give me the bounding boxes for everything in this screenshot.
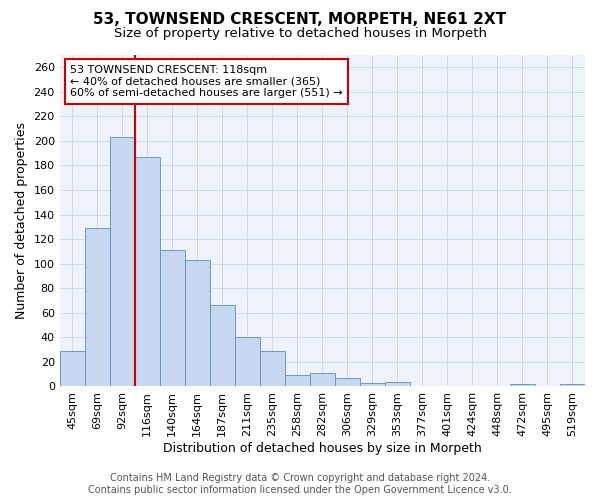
Bar — [510, 384, 535, 386]
Bar — [235, 338, 260, 386]
Bar — [160, 250, 185, 386]
Text: Size of property relative to detached houses in Morpeth: Size of property relative to detached ho… — [113, 28, 487, 40]
Bar — [59, 351, 85, 386]
Bar — [385, 382, 410, 386]
Bar — [310, 373, 335, 386]
Text: Contains HM Land Registry data © Crown copyright and database right 2024.
Contai: Contains HM Land Registry data © Crown c… — [88, 474, 512, 495]
Text: 53 TOWNSEND CRESCENT: 118sqm
← 40% of detached houses are smaller (365)
60% of s: 53 TOWNSEND CRESCENT: 118sqm ← 40% of de… — [70, 65, 343, 98]
Bar — [210, 306, 235, 386]
Bar — [285, 376, 310, 386]
Bar — [360, 383, 385, 386]
Y-axis label: Number of detached properties: Number of detached properties — [15, 122, 28, 319]
Text: 53, TOWNSEND CRESCENT, MORPETH, NE61 2XT: 53, TOWNSEND CRESCENT, MORPETH, NE61 2XT — [94, 12, 506, 28]
Bar — [185, 260, 210, 386]
Bar — [560, 384, 585, 386]
Bar — [260, 351, 285, 386]
Bar — [335, 378, 360, 386]
Bar — [135, 157, 160, 386]
Bar — [110, 138, 135, 386]
Bar — [85, 228, 110, 386]
X-axis label: Distribution of detached houses by size in Morpeth: Distribution of detached houses by size … — [163, 442, 482, 455]
